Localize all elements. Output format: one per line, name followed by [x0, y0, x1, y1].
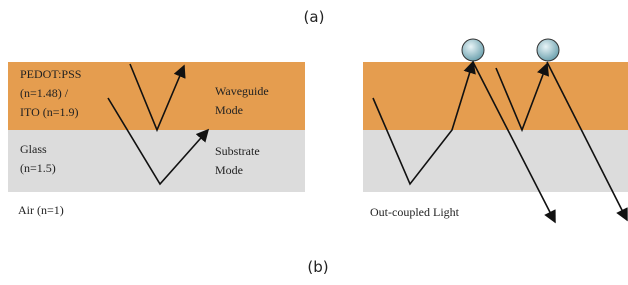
air-label: Air (n=1) [18, 203, 64, 217]
organic-layer [363, 62, 628, 130]
diagram: (a) PEDOT:PSS (n=1.48) / ITO (n=1.9) Wav… [0, 0, 628, 285]
page: (a) PEDOT:PSS (n=1.48) / ITO (n=1.9) Wav… [0, 0, 628, 285]
layer-label: PEDOT:PSS [20, 67, 81, 81]
layer-label: (n=1.48) / [20, 86, 69, 100]
title-b: (b) [307, 258, 328, 276]
scatter-particle [462, 39, 484, 61]
title-a: (a) [304, 8, 325, 26]
mode-label: Mode [215, 103, 243, 117]
glass-layer [363, 130, 628, 192]
layer-label: ITO (n=1.9) [20, 105, 79, 119]
mode-label: Waveguide [215, 84, 269, 98]
mode-label: Mode [215, 163, 243, 177]
out-label: Out-coupled Light [370, 205, 460, 219]
layer-label: Glass [20, 142, 47, 156]
scatter-particle [537, 39, 559, 61]
layer-label: (n=1.5) [20, 161, 56, 175]
mode-label: Substrate [215, 144, 260, 158]
